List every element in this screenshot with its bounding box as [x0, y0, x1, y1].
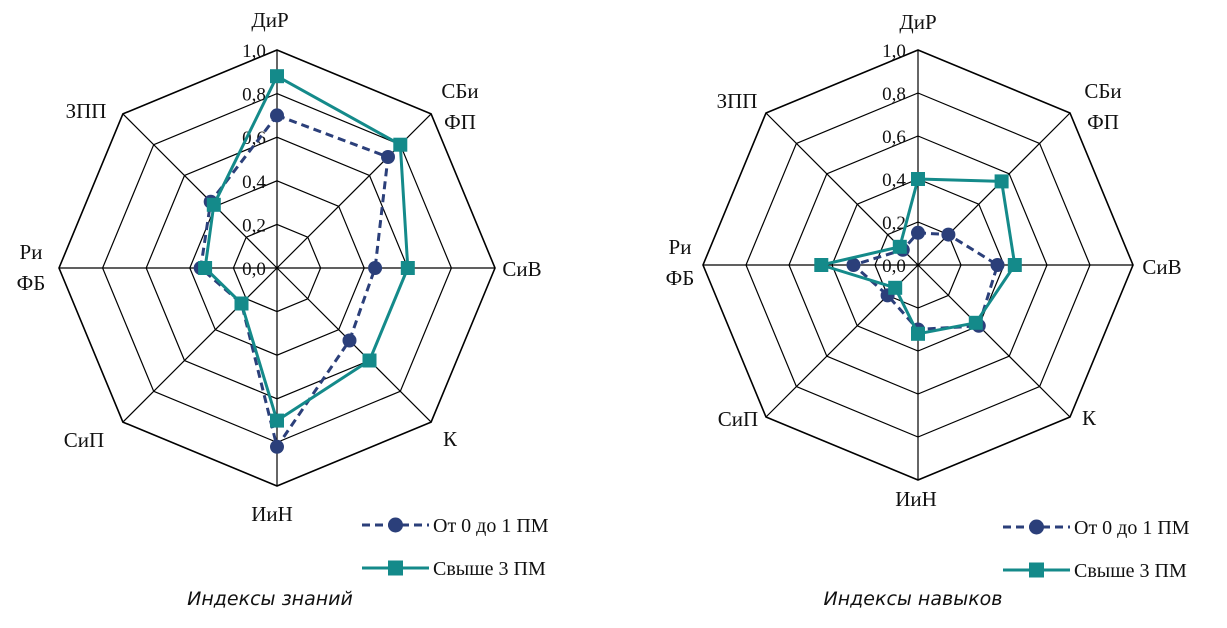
series-2	[814, 172, 1022, 341]
data-point	[393, 137, 408, 152]
tick-label: 0,2	[882, 213, 906, 234]
data-point	[206, 197, 221, 212]
axis-label: ЗПП	[66, 99, 107, 123]
axis-label: ДиР	[251, 8, 288, 32]
series-1	[193, 108, 395, 454]
data-point	[892, 239, 907, 254]
axis-label-text: ЗПП	[717, 89, 758, 113]
tick-label: 0,6	[882, 127, 906, 148]
legend-label: Свыше 3 ПМ	[433, 558, 546, 580]
axis-label-text: ФП	[1087, 110, 1119, 134]
axis-label: ИиН	[895, 487, 937, 511]
axis-label: СиП	[64, 428, 104, 452]
data-point	[342, 333, 357, 348]
axis-label-text: ИиН	[251, 502, 293, 526]
data-point	[994, 174, 1009, 189]
axis-label-text: СиВ	[1142, 255, 1181, 279]
data-point	[814, 258, 829, 272]
axis-label: ЗПП	[717, 89, 758, 113]
axis-label: Ри ФБ	[666, 235, 695, 290]
tick-label: 0,8	[242, 85, 266, 106]
radar-chart-2: 0,0 0,2 0,4 0,6 0,8 1,0 ДиР СБи ФП СиВ К ИиН СиП Ри ФБ…	[666, 10, 1190, 610]
series-line	[199, 113, 390, 449]
chart-caption: Индексы навыков	[824, 588, 1003, 610]
radar-grid	[702, 49, 1134, 481]
axis-spoke	[122, 267, 278, 423]
data-point	[198, 261, 213, 275]
legend-label: Свыше 3 ПМ	[1074, 560, 1187, 582]
data-point	[911, 172, 925, 186]
axis-label-text: Ри	[669, 235, 692, 259]
axis-label: СБи ФП	[1084, 79, 1121, 134]
legend-marker	[388, 560, 403, 576]
axis-label-text: ДиР	[899, 10, 936, 34]
tick-label: 0,0	[882, 256, 906, 277]
data-point	[911, 326, 925, 341]
axis-label: Ри ФБ	[17, 240, 46, 295]
axis-label: ДиР	[899, 10, 936, 34]
tick-label: 0,4	[242, 172, 266, 193]
legend-marker	[1029, 519, 1044, 535]
legend-marker	[388, 517, 403, 533]
axis-label: К	[1082, 406, 1097, 430]
axis-label: СиП	[718, 407, 758, 431]
axis-label: СиВ	[1142, 255, 1181, 279]
axis-label-text: ДиР	[251, 8, 288, 32]
data-point	[270, 69, 284, 84]
axis-label: ИиН	[251, 502, 293, 526]
axis-label-text: ЗПП	[66, 99, 107, 123]
data-point	[990, 258, 1005, 272]
data-point	[941, 227, 956, 242]
data-point	[270, 108, 284, 123]
radar-grid	[58, 49, 496, 487]
axis-label-text: СиВ	[502, 257, 541, 281]
axis-label-text: СиП	[718, 407, 758, 431]
axis-label: СБи ФП	[441, 79, 478, 134]
tick-label: 0,8	[882, 84, 906, 105]
axis-label-text: К	[443, 427, 458, 451]
series-2	[198, 69, 415, 428]
tick-label: 0,0	[242, 259, 266, 280]
radar-chart-1: 0,00,20,40,60,81,0ДиРСБиФПСиВКИиНСиПРиФБ…	[17, 8, 549, 610]
axis-label-text: СБи	[1084, 79, 1121, 103]
axis-label-text: ФБ	[666, 266, 695, 290]
data-point	[234, 296, 249, 311]
legend-marker	[1029, 562, 1044, 578]
data-point	[888, 280, 903, 295]
data-point	[400, 261, 415, 275]
tick-label: 0,4	[882, 170, 906, 191]
data-point	[846, 258, 861, 272]
data-point	[362, 353, 377, 368]
data-point	[368, 261, 383, 275]
tick-label: 1,0	[242, 41, 266, 62]
tick-label: 0,2	[242, 215, 266, 236]
axis-label-text: СиП	[64, 428, 104, 452]
data-point	[968, 315, 983, 330]
axis-label-text: СБи	[441, 79, 478, 103]
axis-label-text: ИиН	[895, 487, 937, 511]
data-point	[381, 150, 395, 164]
axis-label: СиВ	[502, 257, 541, 281]
data-point	[270, 413, 284, 428]
chart-caption: Индексы знаний	[187, 588, 353, 610]
data-point	[1007, 258, 1022, 272]
axis-label-text: Ри	[20, 240, 43, 264]
axis-label: К	[443, 427, 458, 451]
data-point	[270, 439, 284, 454]
axis-spoke	[917, 264, 1071, 418]
axis-label-text: ФП	[444, 110, 476, 134]
axis-spoke	[917, 112, 1071, 266]
axis-spoke	[765, 112, 919, 266]
axis-label-text: К	[1082, 406, 1097, 430]
legend-label: От 0 до 1 ПМ	[433, 515, 549, 537]
axis-spoke	[122, 113, 278, 269]
legend: От 0 до 1 ПМ Свыше 3 ПМ	[1003, 517, 1190, 582]
tick-label: 1,0	[882, 41, 906, 62]
axis-label-text: ФБ	[17, 271, 46, 295]
data-point	[911, 225, 925, 240]
legend-label: От 0 до 1 ПМ	[1074, 517, 1190, 539]
legend: От 0 до 1 ПМ Свыше 3 ПМ	[362, 515, 549, 580]
